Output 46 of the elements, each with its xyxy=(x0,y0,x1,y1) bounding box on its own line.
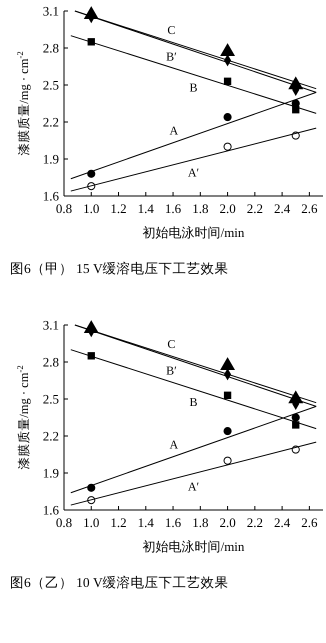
series-label: C xyxy=(167,23,176,38)
x-tick-label: 1.2 xyxy=(110,201,127,216)
y-tick-label: 3.1 xyxy=(42,318,59,332)
series-label: B′ xyxy=(166,364,178,378)
x-tick-label: 1.0 xyxy=(83,201,100,216)
series-label: B′ xyxy=(166,50,178,64)
x-tick-label: 1.8 xyxy=(192,201,208,216)
x-tick-label: 0.8 xyxy=(56,515,72,530)
y-tick-label: 1.9 xyxy=(42,466,59,480)
x-tick-label: 1.6 xyxy=(164,515,182,530)
series-label: A′ xyxy=(188,480,200,494)
x-tick-label: 2.2 xyxy=(246,515,263,530)
y-tick-label: 2.5 xyxy=(42,392,59,406)
x-tick-label: 1.6 xyxy=(164,201,182,216)
x-tick-label: 0.8 xyxy=(56,201,72,216)
y-tick-label: 2.5 xyxy=(42,78,59,92)
y-tick-label: 1.9 xyxy=(42,152,59,166)
x-tick-label: 1.2 xyxy=(110,515,127,530)
x-tick-label: 1.8 xyxy=(192,515,208,530)
y-tick-label: 2.2 xyxy=(42,428,59,444)
x-tick-label: 2.4 xyxy=(274,515,291,530)
series-label: C xyxy=(167,337,176,352)
series-label: A′ xyxy=(188,166,200,180)
series-label: A xyxy=(170,123,179,138)
x-tick-label: 2.0 xyxy=(219,201,236,216)
x-axis-title: 初始电泳时间/min xyxy=(142,225,245,240)
x-tick-label: 2.4 xyxy=(274,201,291,216)
x-tick-label: 2.2 xyxy=(246,201,263,216)
x-axis-title: 初始电泳时间/min xyxy=(142,539,245,554)
y-tick-label: 1.6 xyxy=(42,188,60,204)
series-label: A xyxy=(170,437,179,452)
y-tick-label: 3.1 xyxy=(42,4,59,18)
x-tick-label: 1.4 xyxy=(138,201,154,216)
text: 图6（甲） 15 V缓溶电压下工艺效果 xyxy=(10,261,229,276)
y-tick-label: 2.8 xyxy=(42,40,59,56)
y-tick-label: 1.6 xyxy=(42,502,60,518)
text: 图6（乙） 10 V缓溶电压下工艺效果 xyxy=(10,575,229,590)
y-tick-label: 2.8 xyxy=(42,354,59,370)
x-tick-label: 1.4 xyxy=(138,515,154,530)
series-label: B xyxy=(189,395,198,410)
y-tick-label: 2.2 xyxy=(42,114,59,130)
x-tick-label: 2.0 xyxy=(219,515,236,530)
x-tick-label: 2.6 xyxy=(301,201,318,216)
x-tick-label: 1.0 xyxy=(83,515,100,530)
series-label: B xyxy=(189,80,198,95)
x-tick-label: 2.6 xyxy=(301,515,318,530)
